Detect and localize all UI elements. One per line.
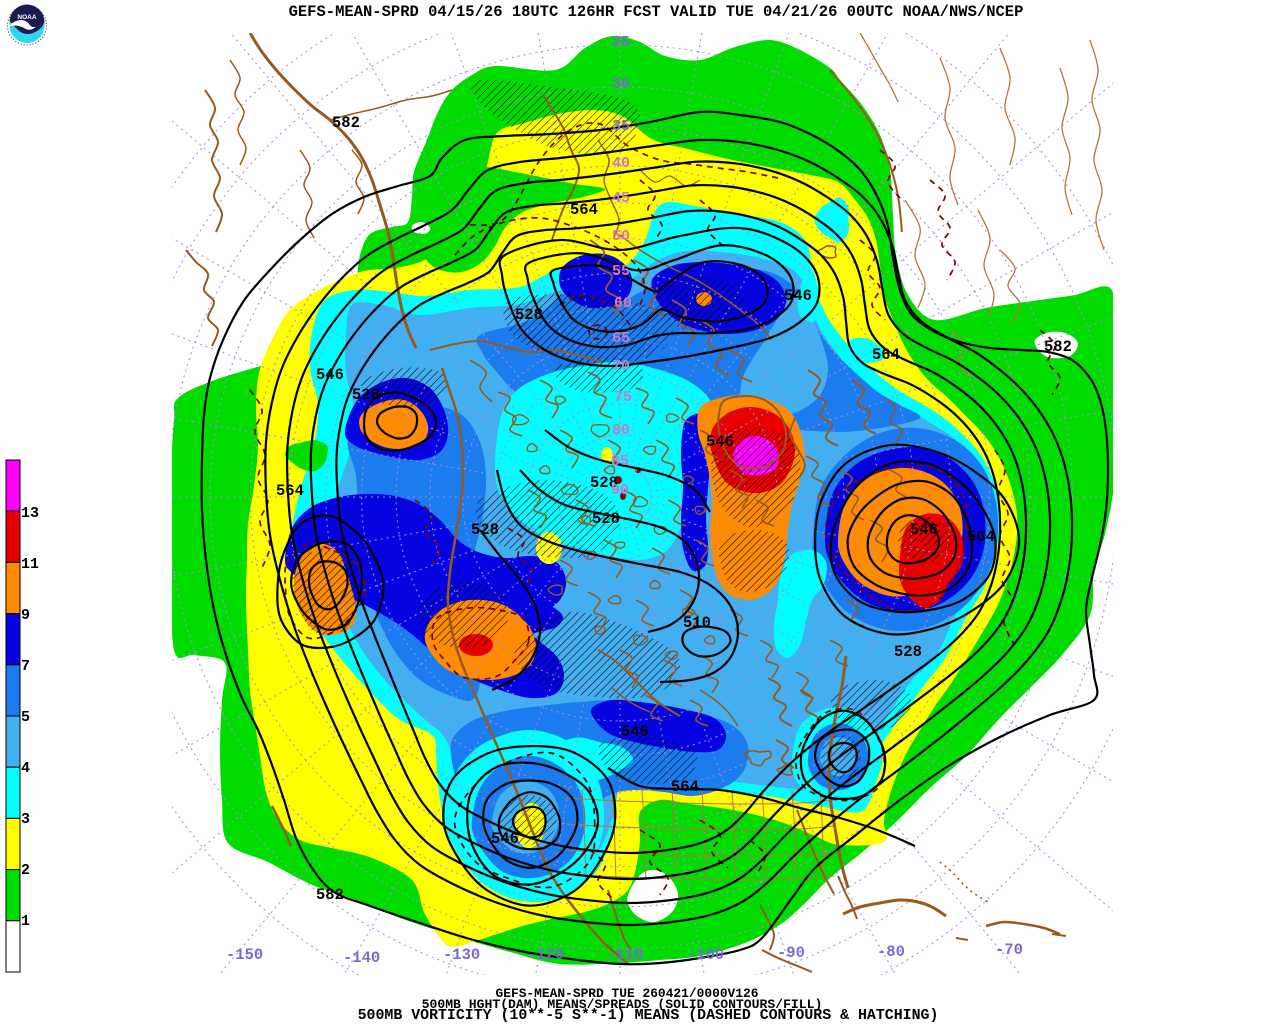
svg-text:55: 55 — [612, 263, 630, 280]
svg-text:-80: -80 — [877, 943, 905, 961]
svg-text:30: 30 — [612, 76, 630, 93]
svg-text:564: 564 — [570, 201, 598, 219]
svg-text:2: 2 — [21, 862, 30, 879]
svg-text:11: 11 — [21, 556, 39, 573]
svg-text:75: 75 — [614, 389, 632, 406]
svg-text:35: 35 — [612, 118, 630, 135]
svg-text:-120: -120 — [527, 946, 564, 964]
svg-text:GEFS-MEAN-SPRD 04/15/26 18UTC: GEFS-MEAN-SPRD 04/15/26 18UTC 126HR FCST… — [289, 3, 1024, 21]
svg-text:4: 4 — [21, 760, 30, 777]
svg-text:546: 546 — [316, 366, 344, 384]
svg-text:546: 546 — [706, 433, 734, 451]
svg-text:-70: -70 — [995, 941, 1023, 959]
svg-text:582: 582 — [332, 114, 360, 132]
svg-text:528: 528 — [590, 474, 618, 492]
svg-text:5: 5 — [21, 709, 30, 726]
svg-text:40: 40 — [612, 155, 630, 172]
svg-text:85: 85 — [611, 453, 629, 470]
svg-text:564: 564 — [967, 528, 995, 546]
svg-text:13: 13 — [21, 505, 39, 522]
svg-text:528: 528 — [515, 306, 543, 324]
svg-text:546: 546 — [910, 521, 938, 539]
svg-text:25: 25 — [612, 34, 630, 51]
svg-text:564: 564 — [872, 346, 900, 364]
svg-text:-150: -150 — [226, 946, 263, 964]
svg-text:528: 528 — [894, 643, 922, 661]
svg-text:528: 528 — [471, 521, 499, 539]
svg-text:-140: -140 — [343, 949, 380, 967]
svg-text:564: 564 — [276, 482, 304, 500]
svg-text:-90: -90 — [777, 944, 805, 962]
svg-text:90: 90 — [611, 482, 629, 499]
svg-text:546: 546 — [621, 723, 649, 741]
svg-text:NOAA: NOAA — [17, 14, 36, 21]
svg-text:528: 528 — [352, 386, 380, 404]
svg-text:546: 546 — [491, 830, 519, 848]
svg-text:500MB VORTICITY (10**-5 S**-1): 500MB VORTICITY (10**-5 S**-1) MEANS (DA… — [358, 1008, 939, 1024]
svg-text:65: 65 — [612, 330, 630, 347]
svg-text:-110: -110 — [606, 946, 643, 964]
svg-text:582: 582 — [1044, 338, 1072, 356]
svg-text:80: 80 — [612, 422, 630, 439]
svg-text:-100: -100 — [687, 946, 724, 964]
svg-text:582: 582 — [316, 886, 344, 904]
svg-text:60: 60 — [614, 295, 632, 312]
svg-text:546: 546 — [784, 287, 812, 305]
svg-text:GEFS-MEAN-SPRD TUE 260421/0000: GEFS-MEAN-SPRD TUE 260421/0000V126 — [495, 986, 758, 1001]
svg-text:50: 50 — [612, 228, 630, 245]
svg-text:-130: -130 — [443, 946, 480, 964]
svg-text:45: 45 — [612, 190, 630, 207]
svg-text:9: 9 — [21, 607, 30, 624]
svg-text:528: 528 — [592, 510, 620, 528]
svg-text:500MB HGHT(DAM) MEANS/SPREADS: 500MB HGHT(DAM) MEANS/SPREADS (SOLID CON… — [422, 997, 823, 1012]
svg-text:564: 564 — [671, 778, 699, 796]
svg-text:3: 3 — [21, 811, 30, 828]
svg-text:7: 7 — [21, 658, 30, 675]
svg-text:510: 510 — [683, 614, 711, 632]
svg-text:1: 1 — [21, 913, 30, 930]
svg-text:70: 70 — [612, 358, 630, 375]
